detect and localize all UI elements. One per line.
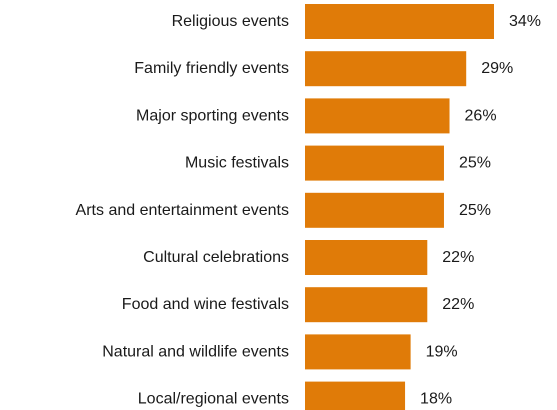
bar xyxy=(305,51,467,87)
category-label: Arts and entertainment events xyxy=(76,202,289,219)
value-label: 25% xyxy=(459,202,491,219)
value-label: 29% xyxy=(481,60,513,77)
bar xyxy=(305,192,444,228)
bar xyxy=(305,98,450,134)
category-label: Food and wine festivals xyxy=(122,296,289,313)
bar xyxy=(305,145,444,181)
value-label: 22% xyxy=(442,296,474,313)
bar xyxy=(305,4,494,39)
value-label: 25% xyxy=(459,155,491,172)
value-label: 18% xyxy=(420,391,452,408)
category-label: Family friendly events xyxy=(134,60,289,77)
bar xyxy=(305,287,428,323)
value-label: 19% xyxy=(426,343,458,360)
value-label: 22% xyxy=(442,249,474,266)
category-label: Religious events xyxy=(172,13,289,30)
bar xyxy=(305,334,411,370)
category-label: Music festivals xyxy=(185,155,289,172)
category-label: Cultural celebrations xyxy=(143,249,289,266)
value-label: 26% xyxy=(465,107,497,124)
bar xyxy=(305,240,428,275)
value-label: 34% xyxy=(509,13,541,30)
category-label: Natural and wildlife events xyxy=(102,343,289,360)
bar xyxy=(305,381,406,410)
category-label: Major sporting events xyxy=(136,107,289,124)
category-label: Local/regional events xyxy=(138,391,289,408)
